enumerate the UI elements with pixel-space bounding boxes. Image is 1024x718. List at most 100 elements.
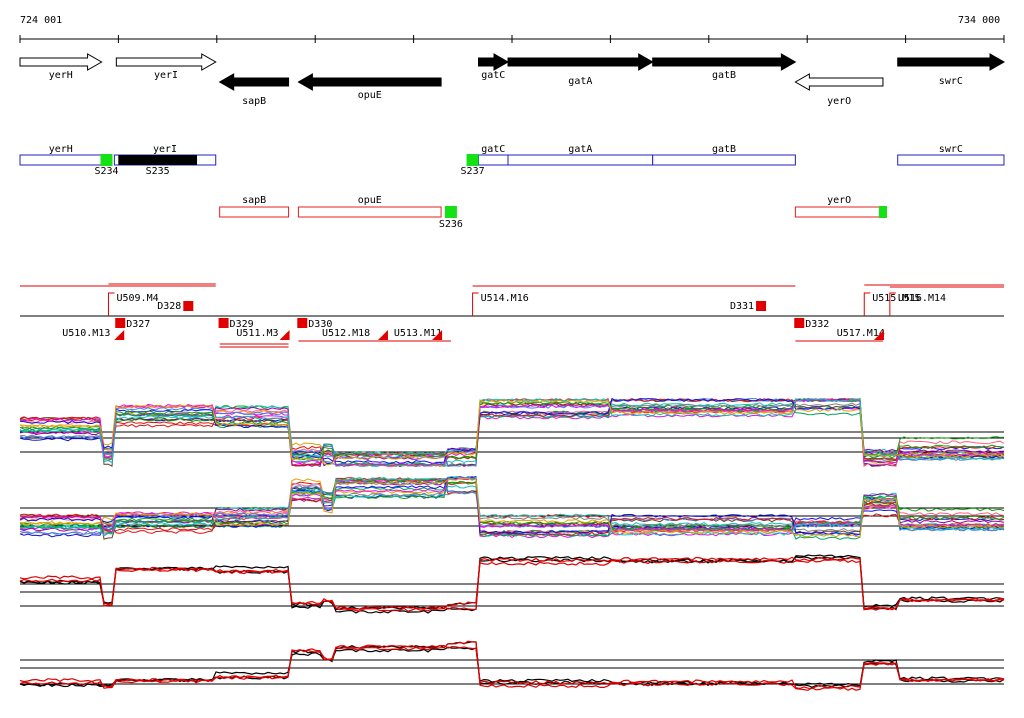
expression-trace <box>19 475 1004 539</box>
expression-trace <box>19 640 1005 691</box>
gene-label: yerH <box>49 70 73 81</box>
swrc-gene-arrow <box>897 53 1006 71</box>
gatb-gene-arrow <box>652 53 797 71</box>
tiling-breakpoint-marker <box>183 301 194 311</box>
expression-trace <box>19 399 1005 466</box>
expression-trace <box>19 398 1005 467</box>
tiling-flag <box>107 292 115 316</box>
reverse-transcript-box <box>219 206 290 218</box>
gene-label: sapB <box>242 96 266 107</box>
tiling-top-label: D331 <box>730 301 754 312</box>
expression-trace <box>19 397 1005 464</box>
yerh-gene-arrow <box>19 53 103 71</box>
yero-gene-arrow <box>794 73 884 91</box>
tiling-end-marker <box>279 330 290 340</box>
tiling-breakpoint-marker <box>115 318 126 328</box>
forward-transcript-box <box>507 154 654 166</box>
expression-trace <box>19 477 1005 538</box>
gene-label: gatA <box>568 76 592 87</box>
expression-profile-tracks <box>19 397 1005 691</box>
expression-trace <box>19 397 1005 464</box>
tiling-bottom-label: U510.M13 <box>62 328 110 339</box>
expression-trace <box>19 476 1005 538</box>
forward-transcript-label: gatC <box>481 144 505 155</box>
reverse-tss-marker <box>444 206 457 218</box>
reverse-marker-label: S236 <box>439 219 463 230</box>
tiling-top-label: U515.M15 <box>872 293 920 304</box>
tiling-flag <box>863 292 871 316</box>
tiling-top-label: U516.M14 <box>898 293 946 304</box>
reverse-tss-marker <box>878 206 887 218</box>
expression-trace <box>19 478 1005 534</box>
tiling-breakpoint-marker <box>297 318 308 328</box>
gene-annotation-track: yerH yerI sapB opuE gatC gatA gatB yerO swrC <box>19 53 1006 107</box>
gene-label: yerO <box>827 96 851 107</box>
forward-tss-marker <box>466 154 479 166</box>
gene-label: gatB <box>712 70 736 81</box>
forward-tss-marker <box>100 154 113 166</box>
gata-gene-arrow <box>507 53 654 71</box>
expression-trace <box>19 485 1005 538</box>
tiling-breakpoint-marker <box>218 318 229 328</box>
tiling-end-marker <box>377 330 388 340</box>
expression-trace <box>19 554 1005 611</box>
tiling-bottom-label: D330 <box>308 319 332 330</box>
gene-label: swrC <box>939 76 963 87</box>
forward-transcript-box <box>19 154 103 166</box>
tiling-top-label: U509.M4 <box>116 293 158 304</box>
tiling-breakpoint-marker <box>756 301 767 311</box>
expression-trace <box>19 477 1005 533</box>
expression-trace <box>20 408 1005 466</box>
tiling-top-label: D328 <box>157 301 181 312</box>
forward-transcript-box <box>897 154 1005 166</box>
gene-label: opuE <box>358 90 382 101</box>
reverse-transcript-box <box>794 206 884 218</box>
forward-transcript-label: gatA <box>568 144 592 155</box>
expression-trace <box>19 402 1005 468</box>
coordinate-ruler: 724 001 734 000 <box>19 15 1005 43</box>
forward-transcript-label: yerI <box>153 144 177 155</box>
yeri-gene-arrow <box>115 53 217 71</box>
tiling-top-label: U514.M16 <box>481 293 529 304</box>
tiling-end-marker <box>432 330 443 340</box>
forward-marker-label: S237 <box>461 166 485 177</box>
reverse-transcript-label: opuE <box>358 195 382 206</box>
expression-trace <box>19 398 1005 468</box>
expression-trace <box>19 646 1005 688</box>
reverse-transcript-label: yerO <box>827 195 851 206</box>
expression-trace <box>19 476 1005 534</box>
gene-label: yerI <box>154 70 178 81</box>
sapb-gene-arrow <box>218 73 290 91</box>
expression-trace <box>19 477 1005 537</box>
reverse-transcript-box <box>297 206 442 218</box>
tiling-flag <box>889 292 896 316</box>
forward-transcript-label: gatB <box>712 144 736 155</box>
expression-trace <box>19 476 1005 537</box>
forward-block-label: S235 <box>146 166 170 177</box>
expression-trace <box>19 558 1005 612</box>
reverse-transcript-track: sapB opuE yerO S236 <box>219 195 887 230</box>
ruler-end-label: 734 000 <box>958 15 1000 26</box>
tiling-bottom-label: D329 <box>230 319 254 330</box>
tiling-bottom-label: U512.M18 <box>322 328 370 339</box>
tiling-bottom-label: D332 <box>805 319 829 330</box>
tiling-end-marker <box>114 330 125 340</box>
tiling-bottom-label: D327 <box>126 319 150 330</box>
ruler-start-label: 724 001 <box>20 15 62 26</box>
tiling-bottom-label: U517.M14 <box>837 328 885 339</box>
expression-trace <box>19 475 1005 536</box>
forward-transcript-track: yerH yerI gatC gatA gatB swrC S235 S234 S237 <box>19 144 1005 177</box>
forward-transcript-label: swrC <box>939 144 963 155</box>
tiling-breakpoint-marker <box>794 318 805 328</box>
forward-marker-label: S234 <box>94 166 118 177</box>
tiling-end-marker <box>873 330 884 340</box>
expression-trace <box>19 476 1005 532</box>
expression-trace <box>19 476 1005 540</box>
tiling-bottom-label: U513.M11 <box>394 328 442 339</box>
expression-trace <box>19 556 1005 611</box>
expression-trace <box>19 644 1005 690</box>
forward-transcript-box <box>652 154 796 166</box>
expression-trace <box>19 480 1005 535</box>
